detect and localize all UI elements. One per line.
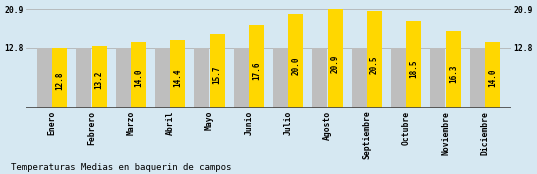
Bar: [367, 11, 382, 108]
Bar: [155, 48, 170, 108]
Bar: [407, 21, 422, 108]
Bar: [37, 48, 52, 108]
Text: 20.9: 20.9: [331, 54, 340, 73]
Bar: [209, 34, 224, 108]
Bar: [131, 42, 146, 108]
Bar: [115, 48, 130, 108]
Bar: [92, 46, 106, 108]
Bar: [352, 48, 367, 108]
Text: 20.5: 20.5: [370, 55, 379, 74]
Bar: [234, 48, 249, 108]
Bar: [273, 48, 288, 108]
Bar: [194, 48, 209, 108]
Text: 15.7: 15.7: [213, 65, 222, 84]
Bar: [313, 48, 328, 108]
Bar: [446, 31, 461, 108]
Bar: [170, 40, 185, 108]
Text: 16.3: 16.3: [449, 64, 458, 82]
Bar: [470, 48, 485, 108]
Bar: [288, 14, 303, 108]
Text: 20.0: 20.0: [292, 56, 300, 75]
Bar: [52, 48, 67, 108]
Text: 12.8: 12.8: [55, 72, 64, 90]
Bar: [431, 48, 445, 108]
Text: 18.5: 18.5: [409, 59, 418, 78]
Text: 14.0: 14.0: [488, 69, 497, 87]
Text: Temperaturas Medias en baquerin de campos: Temperaturas Medias en baquerin de campo…: [11, 163, 231, 172]
Bar: [249, 25, 264, 108]
Text: 17.6: 17.6: [252, 61, 261, 80]
Text: 14.4: 14.4: [173, 68, 182, 87]
Bar: [76, 48, 91, 108]
Text: 14.0: 14.0: [134, 69, 143, 87]
Bar: [485, 42, 500, 108]
Bar: [328, 9, 343, 108]
Bar: [391, 48, 406, 108]
Text: 13.2: 13.2: [95, 71, 104, 89]
